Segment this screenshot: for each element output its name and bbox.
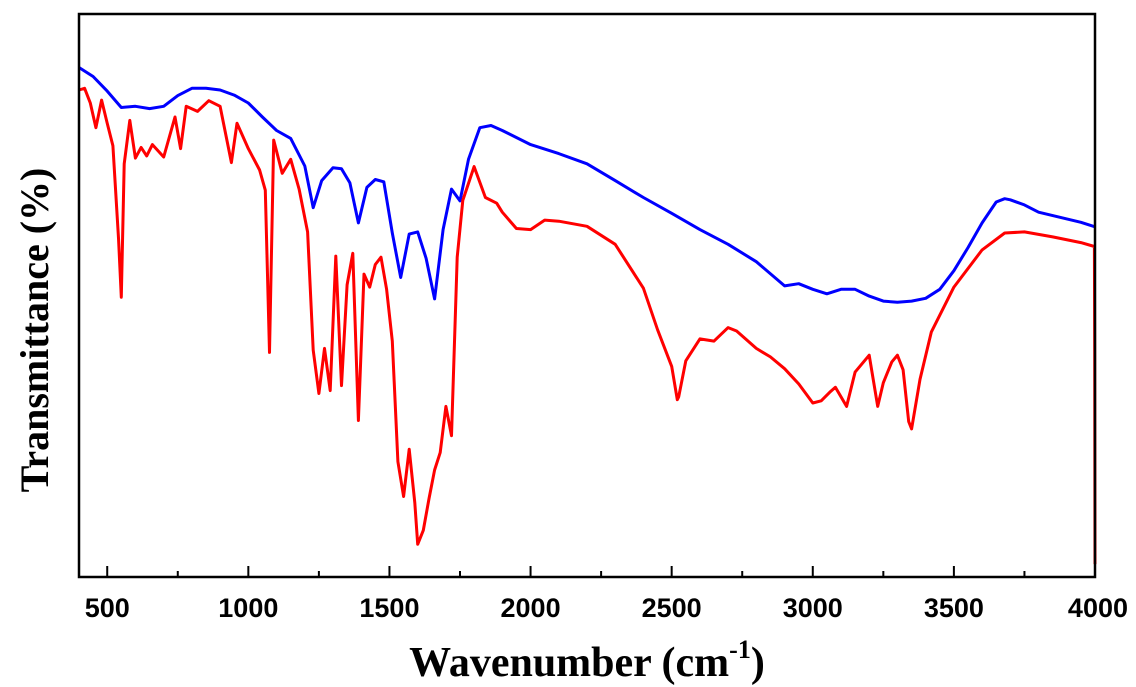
y-axis-title: Transmittance (%)	[12, 168, 57, 493]
x-axis-title-superscript: -1	[729, 635, 751, 664]
x-tick-label: 2000	[501, 593, 561, 623]
plot-frame	[77, 12, 1097, 579]
x-tick-label: 3000	[783, 593, 843, 623]
x-tick-label: 2500	[642, 593, 702, 623]
x-ticks: 500 1000 1500 2000 2500 3000 3500 4000	[85, 566, 1128, 623]
series-line-2	[78, 86, 1097, 565]
x-axis-title: Wavenumber (cm-1)	[409, 635, 765, 686]
x-tick-label: 1000	[218, 593, 278, 623]
series-layer	[78, 66, 1097, 565]
x-tick-label: 4000	[1068, 593, 1128, 623]
x-tick-label: 500	[85, 593, 130, 623]
series-line-1	[78, 66, 1096, 304]
x-tick-label: 3500	[924, 593, 984, 623]
x-axis-title-main: Wavenumber (cm	[409, 640, 729, 686]
x-tick-label: 1500	[359, 593, 419, 623]
x-axis-title-suffix: )	[751, 640, 765, 686]
